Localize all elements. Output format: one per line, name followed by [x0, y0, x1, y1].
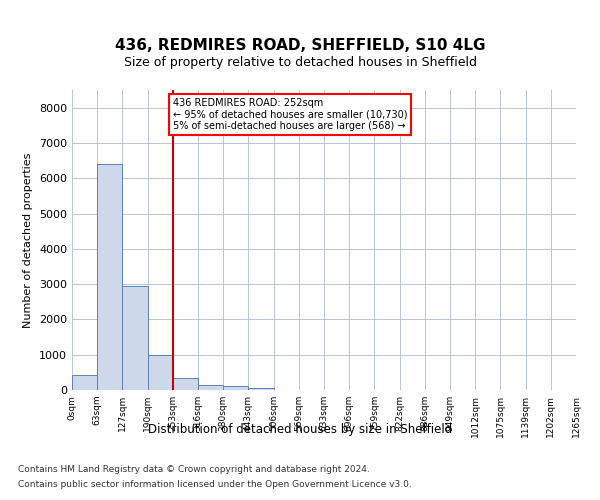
- Text: Distribution of detached houses by size in Sheffield: Distribution of detached houses by size …: [148, 422, 452, 436]
- Bar: [72, 375, 97, 390]
- Text: 436 REDMIRES ROAD: 252sqm
← 95% of detached houses are smaller (10,730)
5% of se: 436 REDMIRES ROAD: 252sqm ← 95% of detac…: [173, 98, 407, 130]
- Bar: [198, 384, 223, 390]
- Bar: [122, 286, 148, 390]
- Text: Contains HM Land Registry data © Crown copyright and database right 2024.: Contains HM Land Registry data © Crown c…: [18, 465, 370, 474]
- Text: 436, REDMIRES ROAD, SHEFFIELD, S10 4LG: 436, REDMIRES ROAD, SHEFFIELD, S10 4LG: [115, 38, 485, 52]
- Bar: [173, 378, 198, 390]
- Text: Size of property relative to detached houses in Sheffield: Size of property relative to detached ho…: [124, 56, 476, 69]
- Bar: [248, 388, 274, 390]
- Bar: [148, 356, 173, 390]
- Y-axis label: Number of detached properties: Number of detached properties: [23, 152, 34, 328]
- Bar: [223, 386, 248, 390]
- Text: Contains public sector information licensed under the Open Government Licence v3: Contains public sector information licen…: [18, 480, 412, 489]
- Bar: [97, 164, 122, 390]
